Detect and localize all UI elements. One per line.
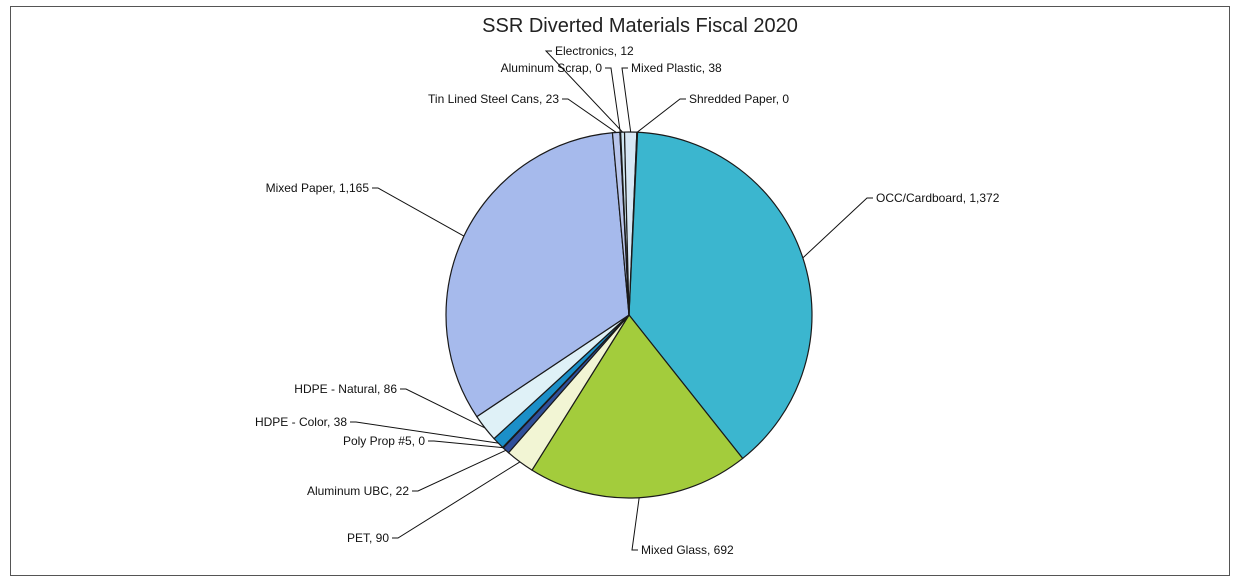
slice-label: HDPE - Natural, 86 [294, 382, 397, 396]
leader-line [392, 461, 521, 539]
slice-label: PET, 90 [347, 531, 389, 545]
leader-line [621, 67, 632, 133]
slice-label: Electronics, 12 [555, 44, 634, 58]
leader-line [544, 50, 623, 133]
slice-label: Mixed Glass, 692 [641, 543, 734, 557]
leader-line [802, 197, 873, 259]
chart-frame: OCC/Cardboard, 1,372 Mixed Glass, 692 PET,… [10, 6, 1230, 576]
leader-line [400, 388, 486, 429]
leader-line [605, 67, 621, 133]
leader-line [412, 449, 507, 492]
chart-title: SSR Diverted Materials Fiscal 2020 [482, 15, 798, 37]
leader-line [636, 98, 686, 133]
slice-label: OCC/Cardboard, 1,372 [876, 191, 1000, 205]
slice-label: Aluminum Scrap, 0 [501, 61, 603, 75]
slice-label: Mixed Paper, 1,165 [266, 181, 370, 195]
slice-label: Tin Lined Steel Cans, 23 [428, 92, 559, 106]
slice-label: Shredded Paper, 0 [689, 92, 789, 106]
pie-chart: OCC/Cardboard, 1,372 Mixed Glass, 692 PET,… [255, 44, 1000, 557]
slice-label: Mixed Plastic, 38 [631, 61, 722, 75]
slice-label: HDPE - Color, 38 [255, 415, 347, 429]
leader-line [428, 440, 504, 449]
leader-line [631, 497, 640, 551]
slice-label: Poly Prop #5, 0 [343, 434, 425, 448]
leader-line [350, 421, 499, 444]
leader-line [372, 187, 465, 237]
slice-label: Aluminum UBC, 22 [307, 484, 409, 498]
leader-line [562, 98, 617, 133]
